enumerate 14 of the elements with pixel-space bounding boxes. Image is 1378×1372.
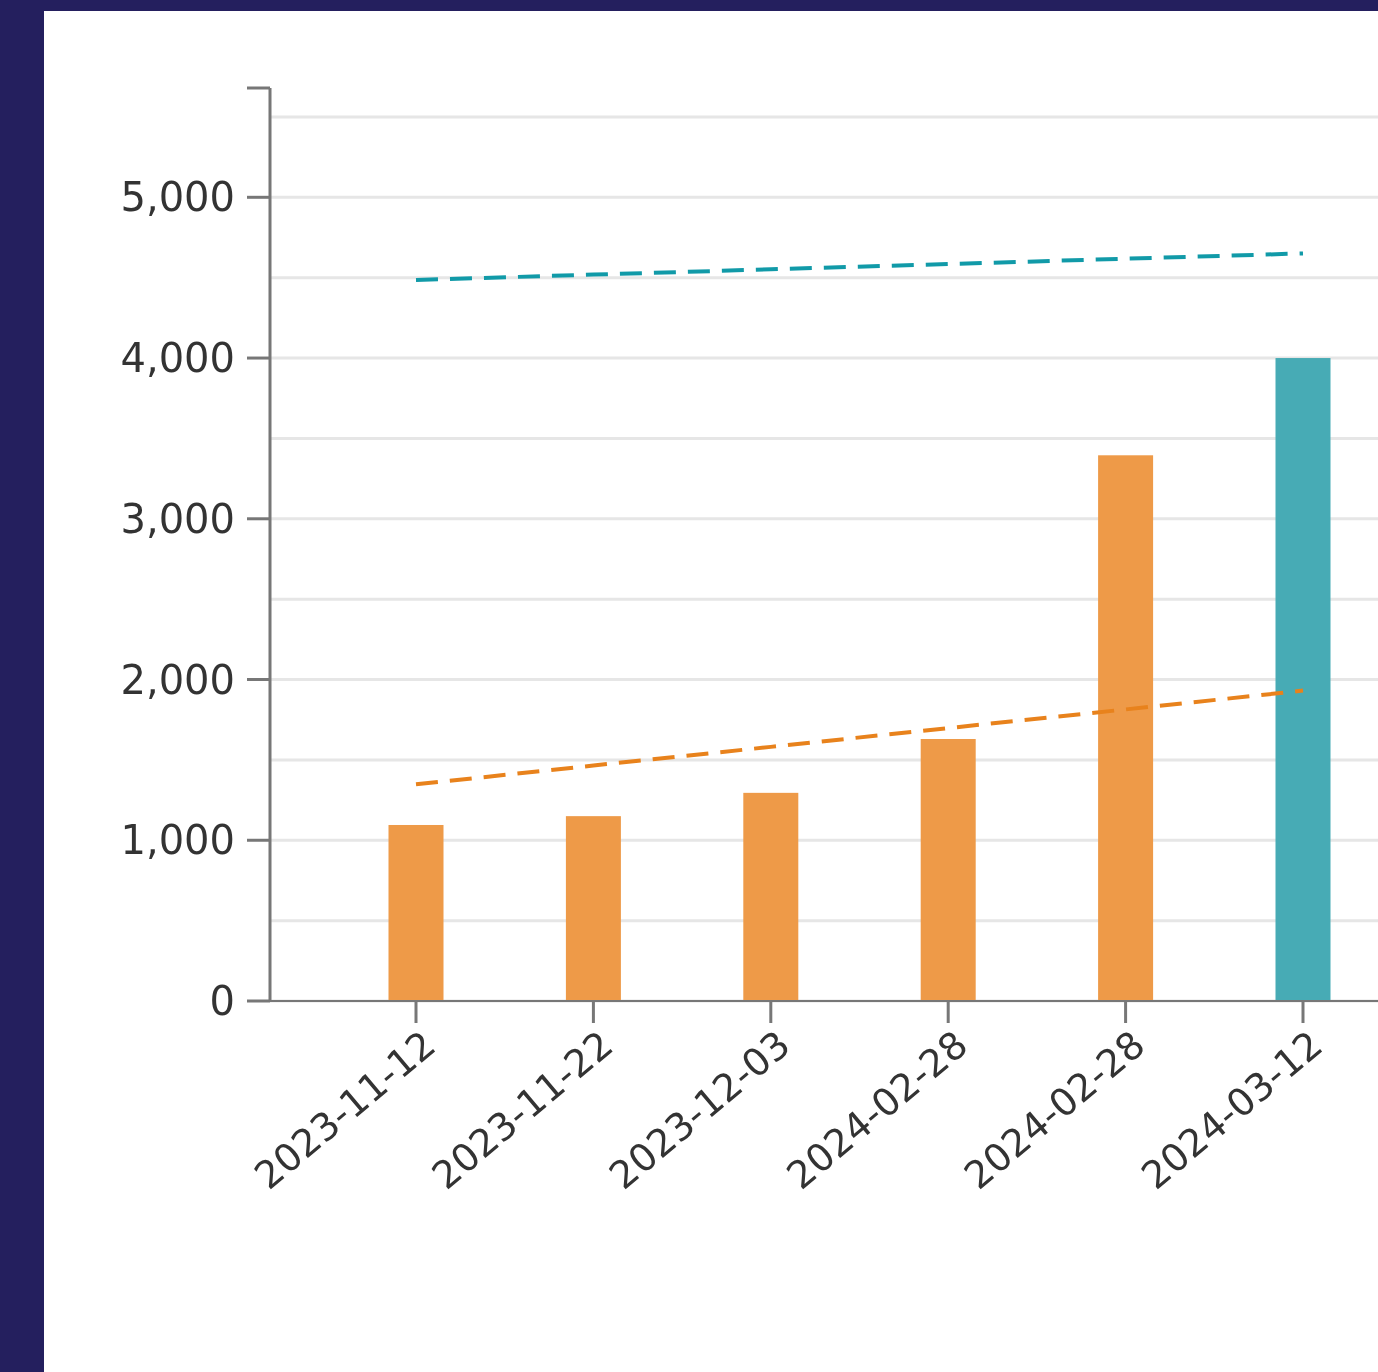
bar — [565, 816, 621, 1001]
bar — [388, 824, 444, 1001]
y-tick-label: 3,000 — [120, 495, 235, 542]
bar — [1098, 455, 1154, 1001]
bar — [743, 792, 799, 1001]
y-tick-label: 2,000 — [120, 656, 235, 703]
line-series — [414, 688, 1305, 787]
y-tick-label: 4,000 — [120, 335, 235, 382]
bar — [1275, 358, 1331, 1001]
y-tick-label: 1,000 — [120, 817, 235, 864]
y-tick-label: 5,000 — [120, 174, 235, 221]
line-series — [414, 251, 1305, 282]
bar — [920, 739, 976, 1001]
y-tick-label: 0 — [209, 978, 235, 1024]
